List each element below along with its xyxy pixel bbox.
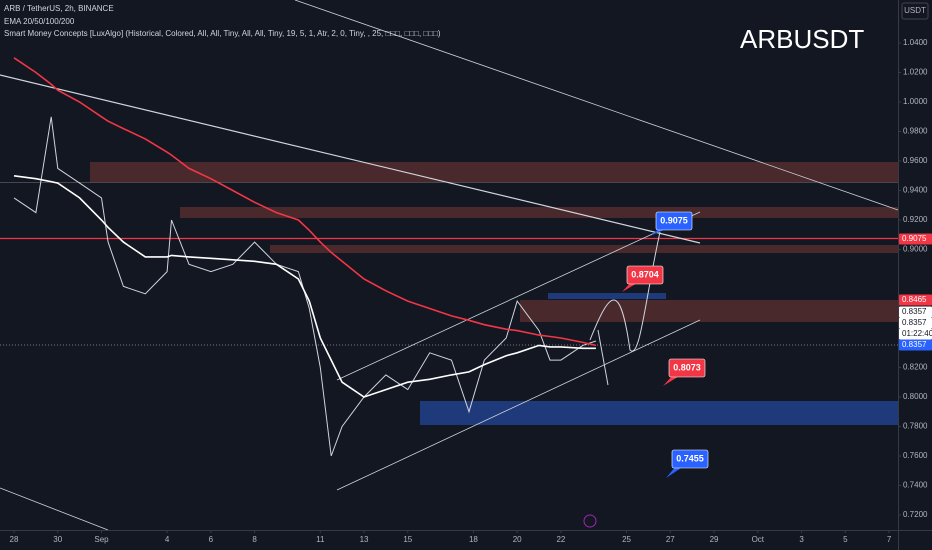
series-line xyxy=(13,116,597,457)
y-tick-label: 0.9800 xyxy=(903,127,928,136)
x-tick-label: 4 xyxy=(165,535,170,544)
callout-tail xyxy=(663,375,681,386)
callout-label: 0.9075 xyxy=(660,215,688,225)
x-tick-label: 5 xyxy=(843,535,848,544)
callout-label: 0.8704 xyxy=(631,269,659,279)
callout-tail xyxy=(622,282,639,292)
x-tick-label: 13 xyxy=(360,535,369,544)
price-tag-label: 0.8357 xyxy=(902,340,927,349)
y-tick-label: 0.7200 xyxy=(903,510,928,519)
symbol-watermark: ARBUSDT xyxy=(740,24,864,54)
price-tag xyxy=(899,294,932,306)
x-tick-label: 25 xyxy=(622,535,631,544)
legend-line: ARB / TetherUS, 2h, BINANCE xyxy=(4,4,114,13)
channel-top xyxy=(336,211,701,381)
supply-zone xyxy=(90,162,898,182)
series-line xyxy=(13,175,596,398)
callout-box xyxy=(655,211,693,231)
series-line xyxy=(13,57,597,347)
price-tag-label: 0.8357 xyxy=(902,307,927,316)
y-tick-label: 0.7600 xyxy=(903,451,928,460)
y-tick-label: 0.8200 xyxy=(903,363,928,372)
y-tick-label: 1.0400 xyxy=(903,38,928,47)
y-tick-label: 0.9000 xyxy=(903,245,928,254)
demand-zone xyxy=(420,401,898,425)
price-tag-label: 0.9075 xyxy=(902,234,927,243)
x-tick-label: 15 xyxy=(403,535,412,544)
supply-zone xyxy=(270,245,898,253)
legend: ARB / TetherUS, 2h, BINANCE EMA 20/50/10… xyxy=(4,4,441,38)
event-icon[interactable] xyxy=(583,514,597,528)
x-tick-label: 11 xyxy=(316,535,325,544)
projection-path xyxy=(589,231,661,352)
y-tick-label: 0.7400 xyxy=(903,481,928,490)
price-tag-label: 0.8465 xyxy=(902,295,927,304)
supply-zone xyxy=(520,300,898,322)
price-tag xyxy=(899,233,932,245)
price-tag-label: 01:22:40 xyxy=(902,329,932,338)
projection-path xyxy=(597,329,609,386)
x-tick-label: 8 xyxy=(252,535,257,544)
callout-box xyxy=(626,265,664,285)
currency[interactable]: USDT xyxy=(904,6,926,15)
x-tick-label: 27 xyxy=(666,535,675,544)
price-tag xyxy=(899,317,932,329)
x-tick-label: 28 xyxy=(10,535,19,544)
price-tag xyxy=(899,328,932,340)
x-tick-label: 20 xyxy=(513,535,522,544)
y-tick-label: 1.0000 xyxy=(903,97,928,106)
trendline xyxy=(294,0,899,211)
y-tick-label: 0.9600 xyxy=(903,156,928,165)
x-tick-label: 29 xyxy=(710,535,719,544)
price-tag xyxy=(899,339,932,351)
x-tick-label: 30 xyxy=(53,535,62,544)
trendline xyxy=(0,487,109,531)
y-tick-label: 0.7800 xyxy=(903,422,928,431)
x-tick-label: Sep xyxy=(94,535,109,544)
price-tag-label: 0.8357 xyxy=(902,318,927,327)
callout-label: 0.7455 xyxy=(676,453,704,463)
y-tick-label: 0.9400 xyxy=(903,186,928,195)
currency-box[interactable] xyxy=(901,2,929,20)
demand-zone xyxy=(548,293,666,299)
supply-zone xyxy=(180,207,898,218)
legend-line: EMA 20/50/100/200 xyxy=(4,17,75,26)
x-tick-label: 3 xyxy=(799,535,804,544)
x-tick-label: Oct xyxy=(752,535,765,544)
x-tick-label: 18 xyxy=(469,535,478,544)
trendline xyxy=(0,74,701,244)
callout-label: 0.8073 xyxy=(673,362,701,372)
channel-bottom xyxy=(336,319,701,491)
y-tick-label: 0.9200 xyxy=(903,215,928,224)
price-tag xyxy=(899,306,932,318)
y-tick-label: 0.8000 xyxy=(903,392,928,401)
legend-line: Smart Money Concepts [LuxAlgo] (Historic… xyxy=(4,29,441,38)
callout-box xyxy=(671,449,709,469)
y-tick-label: 1.0200 xyxy=(903,68,928,77)
x-tick-label: 6 xyxy=(209,535,214,544)
x-tick-label: 7 xyxy=(887,535,892,544)
callout-tail xyxy=(666,466,684,478)
callout-box xyxy=(668,358,706,378)
x-tick-label: 22 xyxy=(556,535,565,544)
